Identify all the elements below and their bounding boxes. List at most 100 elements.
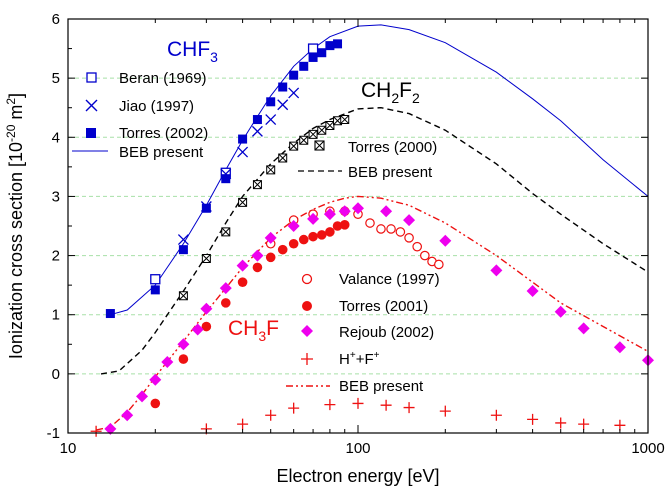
- point-ch2f2_torres: [333, 116, 343, 126]
- point-ch3f_rejoub: [200, 302, 213, 315]
- point-ch3f_torres: [288, 238, 299, 249]
- ch2f2-sub2: 2: [412, 90, 420, 106]
- legend-chf3-beb-label: BEB present: [119, 144, 204, 161]
- point-ch2f2_torres: [325, 120, 335, 130]
- y-tick-label: -1: [47, 425, 60, 442]
- point-ch2f2_torres: [221, 227, 231, 237]
- point-ch2f2_torres: [340, 115, 350, 125]
- point-chf3_jiao: [265, 114, 277, 126]
- y-axis-title-main: Ionization cross section [10: [6, 142, 26, 359]
- legend-hf-f: +F: [356, 351, 374, 368]
- point-ch3f_torres: [298, 234, 309, 245]
- legend-ch3f-hf: H++F+: [301, 350, 380, 368]
- point-ch3f_rejoub: [251, 249, 264, 262]
- point-chf3_torres: [105, 309, 115, 319]
- y-tick-label: 1: [52, 307, 60, 324]
- y-tick-label: 4: [52, 129, 60, 146]
- curve-ch2f2_beb: [100, 106, 649, 375]
- point-chf3_torres: [178, 245, 188, 255]
- legend-filled-circle-marker: [302, 301, 312, 311]
- point-ch2f2_torres: [278, 153, 288, 163]
- point-ch3f_rejoub: [149, 373, 162, 386]
- point-ch3f_rejoub: [554, 305, 567, 318]
- legend-ch2f2: Torres (2000) BEB present: [298, 139, 437, 181]
- point-ch3f_torres: [325, 227, 335, 237]
- point-ch3f_torres: [332, 221, 343, 231]
- point-ch3f_rejoub: [307, 212, 320, 225]
- y-tick-label: 0: [52, 366, 60, 383]
- point-ch3f_rejoub: [338, 205, 351, 218]
- point-ch3f_torres: [252, 262, 263, 273]
- point-ch3f_rejoub: [439, 234, 452, 247]
- point-ch3f_hf: [578, 418, 590, 430]
- legend-ch3f-valance: Valance (1997): [301, 271, 440, 288]
- point-chf3_torres: [201, 203, 211, 213]
- x-tick-label: 10: [60, 440, 77, 457]
- legend-filled-square-marker: [86, 128, 96, 138]
- legend-hf-h: H: [339, 351, 350, 368]
- ch3f-sub: 3: [258, 328, 266, 344]
- legend-chf3-beb: BEB present: [72, 144, 204, 161]
- x-tick-label: 100: [345, 440, 370, 457]
- y-axis-title-exponent: -20: [4, 124, 18, 142]
- y-tick-label: 5: [52, 70, 60, 87]
- point-ch3f_rejoub: [264, 231, 277, 244]
- molecule-label-ch2f2: CH2F2: [361, 79, 420, 106]
- ch2f2-f: F: [399, 79, 412, 102]
- point-ch3f_valance: [386, 224, 396, 234]
- legend-open-square-marker: [86, 72, 97, 83]
- point-ch3f_torres: [277, 244, 288, 255]
- y-tick-label: 2: [52, 248, 60, 265]
- point-ch3f_torres: [150, 398, 161, 409]
- point-ch3f_hf: [490, 409, 502, 421]
- point-ch3f_rejoub: [191, 323, 204, 336]
- y-axis-title-unit-exponent: 2: [4, 98, 18, 105]
- point-ch3f_rejoub: [490, 264, 503, 277]
- point-ch2f2_torres: [266, 165, 276, 175]
- point-ch3f_valance: [365, 218, 375, 228]
- y-axis-title: Ionization cross section [10-20 m2]: [4, 93, 26, 359]
- point-ch3f_rejoub: [526, 285, 539, 298]
- point-ch3f_rejoub: [136, 390, 149, 403]
- legend-boxed-x-cross: [314, 140, 325, 151]
- legend-x-marker: [85, 99, 98, 112]
- point-ch3f_hf: [237, 418, 249, 430]
- x-axis-title: Electron energy [eV]: [276, 466, 439, 486]
- point-ch3f_hf: [90, 425, 102, 437]
- y-tick-label: 6: [52, 11, 60, 28]
- y-axis-title-unit: m: [6, 105, 26, 125]
- molecule-label-chf3: CHF3: [167, 38, 218, 65]
- x-tick-label: 1000: [631, 440, 664, 457]
- point-ch3f_rejoub: [121, 409, 134, 422]
- point-chf3_jiao: [277, 99, 289, 111]
- point-ch3f_torres: [308, 231, 318, 242]
- point-ch3f_rejoub: [161, 356, 174, 369]
- point-ch3f_rejoub: [287, 220, 300, 232]
- ch3f-ch: CH: [228, 317, 258, 340]
- point-ch3f_valance: [376, 224, 386, 234]
- point-ch3f_rejoub: [577, 322, 590, 335]
- y-axis-title-close: ]: [6, 93, 26, 98]
- point-ch3f_valance: [420, 250, 430, 261]
- chf3-sub: 3: [210, 49, 218, 65]
- point-ch3f_valance: [434, 259, 444, 270]
- point-ch3f_rejoub: [177, 338, 190, 351]
- ch2f2-ch: CH: [361, 79, 391, 102]
- point-ch3f_hf: [352, 397, 364, 409]
- point-chf3_jiao: [177, 234, 189, 246]
- point-chf3_torres: [317, 48, 327, 58]
- point-ch3f_torres: [316, 230, 327, 240]
- point-ch3f_rejoub: [380, 205, 393, 218]
- point-chf3_torres: [325, 41, 335, 51]
- point-ch3f_rejoub: [323, 208, 336, 221]
- point-chf3_torres: [252, 115, 262, 125]
- point-chf3_torres: [150, 285, 160, 295]
- point-ch3f_hf: [265, 409, 277, 421]
- point-ch3f_hf: [403, 402, 415, 414]
- point-chf3_torres: [278, 82, 288, 92]
- point-chf3_jiao: [251, 125, 263, 137]
- legend-ch2f2-torres: Torres (2000): [314, 139, 437, 156]
- point-ch3f_torres: [237, 277, 248, 287]
- point-chf3_beran: [307, 43, 319, 54]
